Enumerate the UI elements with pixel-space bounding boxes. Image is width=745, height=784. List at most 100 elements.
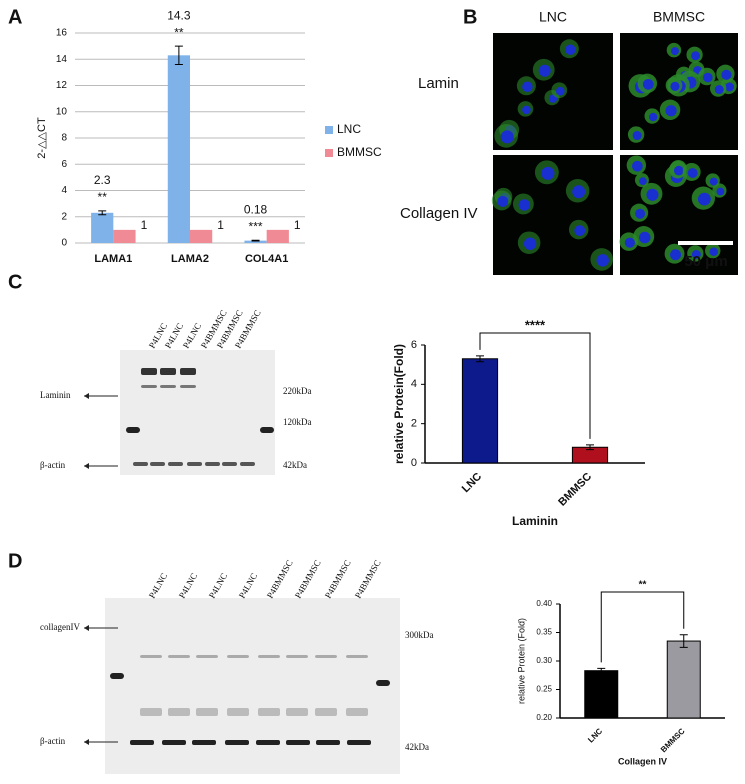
nucleus	[725, 82, 735, 92]
band	[130, 740, 154, 745]
nucleus	[716, 187, 725, 196]
error-bar	[476, 355, 484, 363]
band	[316, 740, 340, 745]
ladder-band	[376, 680, 390, 686]
band	[160, 368, 176, 375]
nucleus	[670, 47, 679, 56]
band	[315, 708, 337, 716]
y-tick-label: 16	[56, 28, 68, 39]
marker-label: 120kDa	[283, 417, 312, 427]
legend-label: BMMSC	[337, 145, 382, 159]
nucleus	[691, 51, 701, 61]
marker-label: 42kDa	[405, 742, 429, 752]
band	[168, 708, 190, 716]
arrow-head	[84, 739, 89, 745]
nucleus	[703, 72, 713, 83]
x-axis-label: Collagen IV	[618, 756, 667, 766]
band	[347, 740, 371, 745]
y-axis-label: 2-△△CT	[36, 117, 48, 159]
bar	[266, 229, 289, 243]
nucleus	[500, 130, 514, 144]
band	[346, 655, 368, 658]
band	[346, 708, 368, 716]
nucleus	[574, 225, 586, 236]
band	[227, 708, 249, 716]
value-label: 1	[217, 218, 224, 232]
value-label: 14.3	[167, 8, 191, 22]
band	[180, 385, 196, 388]
bar	[190, 229, 213, 243]
bar	[666, 640, 701, 719]
nucleus	[648, 112, 658, 122]
nucleus	[565, 44, 576, 55]
band	[222, 462, 237, 466]
y-tick-label: 0.30	[536, 656, 552, 665]
y-tick-label: 10	[56, 106, 68, 117]
x-tick-label: LAMA1	[94, 253, 132, 265]
significance-label: ***	[249, 219, 263, 233]
nucleus	[523, 237, 537, 250]
nucleus	[596, 254, 609, 267]
error-bar	[679, 634, 688, 648]
arrow-head	[84, 625, 89, 631]
band	[192, 740, 216, 745]
nucleus	[522, 81, 533, 93]
error-bar	[174, 45, 183, 65]
band	[258, 708, 280, 716]
significance-label: ****	[525, 317, 546, 332]
microscopy-panel: LNC BMMSC Lamin Collagen IV 50 μm	[400, 9, 738, 275]
column-label: LNC	[539, 9, 567, 25]
band	[162, 740, 186, 745]
nucleus	[638, 231, 651, 244]
band	[286, 740, 310, 745]
panel-label: D	[8, 550, 22, 572]
nucleus	[522, 105, 531, 115]
nucleus	[518, 199, 531, 211]
y-axis-label: relative Protein(Fold)	[392, 344, 406, 464]
error-bar	[98, 210, 107, 216]
y-tick-label: 4	[411, 378, 417, 390]
y-tick-label: 2	[411, 418, 417, 430]
nucleus	[624, 237, 635, 248]
nucleus	[709, 247, 718, 256]
band	[286, 708, 308, 716]
band	[227, 655, 249, 658]
band	[180, 368, 196, 375]
y-tick-label: 0	[61, 238, 67, 249]
row-label: Collagen IV	[400, 205, 478, 222]
column-label: BMMSC	[653, 9, 705, 25]
bar	[91, 212, 114, 243]
ladder-band	[260, 427, 274, 433]
nucleus	[709, 177, 718, 186]
y-tick-label: 6	[61, 159, 67, 170]
panel-label: A	[8, 6, 22, 28]
significance-bracket	[479, 332, 591, 439]
significance-label: **	[98, 190, 108, 204]
band-label: β-actin	[40, 460, 66, 470]
error-bar	[597, 667, 606, 674]
significance-bracket	[600, 591, 685, 663]
nucleus	[687, 168, 698, 178]
y-tick-label: 2	[61, 211, 67, 222]
bar	[461, 358, 499, 464]
band	[168, 655, 190, 658]
bar	[113, 229, 136, 243]
x-axis-label: Laminin	[512, 514, 558, 528]
band	[258, 655, 280, 658]
y-tick-label: 6	[411, 339, 417, 351]
nucleus	[665, 105, 677, 117]
nucleus	[572, 185, 586, 199]
band	[205, 462, 220, 466]
band	[140, 708, 162, 716]
nucleus	[697, 192, 711, 206]
y-tick-label: 0.20	[536, 713, 552, 722]
nucleus	[639, 177, 647, 185]
blot-image	[105, 598, 400, 774]
marker-label: 220kDa	[283, 386, 312, 396]
y-tick-label: 14	[56, 54, 68, 65]
band	[256, 740, 280, 745]
band	[196, 708, 218, 716]
y-tick-label: 0.35	[536, 628, 552, 637]
band	[140, 655, 162, 658]
